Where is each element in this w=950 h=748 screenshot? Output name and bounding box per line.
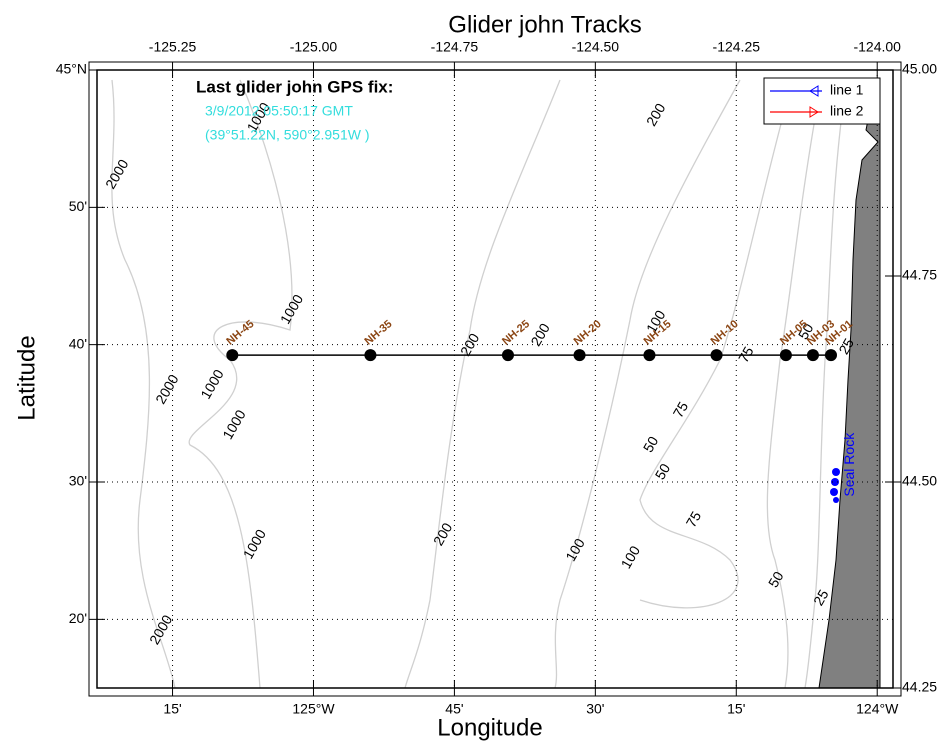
bottom-tick-label: 45' — [445, 701, 463, 717]
top-tick-label: -125.25 — [149, 39, 197, 55]
top-tick-label: -124.50 — [572, 39, 620, 55]
top-tick-label: -124.25 — [713, 39, 761, 55]
dot — [833, 497, 839, 503]
contour-label: 25 — [835, 335, 857, 357]
contour-line — [766, 89, 821, 689]
bottom-tick-label: 124°W — [856, 701, 899, 717]
seal-rock-dots — [830, 468, 840, 503]
right-tick-label: 44.25 — [902, 679, 937, 695]
bottom-tick-label: 30' — [586, 701, 604, 717]
left-tick-label: 40' — [69, 335, 87, 351]
contour-line — [404, 79, 561, 689]
contour-line — [554, 79, 741, 689]
y-axis-label: Latitude — [13, 335, 40, 420]
contour-label: 25 — [810, 587, 832, 609]
legend-entries: line 1 line 2 — [770, 82, 864, 119]
track — [226, 349, 837, 362]
station — [501, 349, 514, 362]
info-position: (39°51.22N, 590°2.951W ) — [205, 127, 370, 143]
contour-line — [639, 89, 791, 609]
station — [824, 349, 837, 362]
left-tick-label: 30' — [69, 473, 87, 489]
contour-line — [111, 79, 176, 689]
station — [710, 349, 723, 362]
station — [573, 349, 586, 362]
contour-label: 75 — [670, 399, 692, 421]
bottom-tick-label: 15' — [163, 701, 181, 717]
legend-marker — [809, 106, 819, 118]
dot — [830, 488, 838, 496]
station — [779, 349, 792, 362]
station — [806, 349, 819, 362]
x-axis-label: Longitude — [437, 714, 542, 741]
contour-label: 75 — [735, 344, 757, 366]
station — [643, 349, 656, 362]
contour-label: 50 — [640, 433, 662, 455]
contour-label: 50 — [765, 568, 787, 590]
grid — [97, 70, 893, 688]
station — [364, 349, 377, 362]
plot-frame — [96, 69, 894, 689]
chart-title: Glider john Tracks — [448, 11, 641, 38]
contour-label: 50 — [652, 461, 674, 483]
place-label: Seal Rock — [841, 432, 857, 497]
info-time: 3/9/2012 05:50:17 GMT — [205, 103, 353, 119]
top-tick-label: -124.00 — [853, 39, 901, 55]
info-heading: Last glider john GPS fix: — [196, 77, 393, 96]
right-tick-label: 45.00 — [902, 61, 937, 77]
outer-frame — [88, 61, 902, 697]
station — [226, 349, 239, 362]
right-tick-label: 44.75 — [902, 267, 937, 283]
contour-label: 50 — [795, 320, 817, 342]
legend-label: line 2 — [830, 103, 864, 119]
bottom-tick-label: 125°W — [292, 701, 335, 717]
contour-line — [804, 89, 846, 689]
dot — [832, 468, 840, 476]
left-tick-label: 50' — [69, 198, 87, 214]
legend-label: line 1 — [830, 82, 864, 98]
legend-marker — [809, 85, 819, 97]
left-tick-label: 45°N — [56, 61, 87, 77]
dot — [831, 478, 839, 486]
bottom-tick-label: 15' — [727, 701, 745, 717]
top-tick-label: -125.00 — [290, 39, 338, 55]
top-tick-label: -124.75 — [431, 39, 479, 55]
left-tick-label: 20' — [69, 610, 87, 626]
right-tick-label: 44.50 — [902, 473, 937, 489]
contour-label: 75 — [683, 508, 705, 530]
legend — [763, 77, 881, 125]
